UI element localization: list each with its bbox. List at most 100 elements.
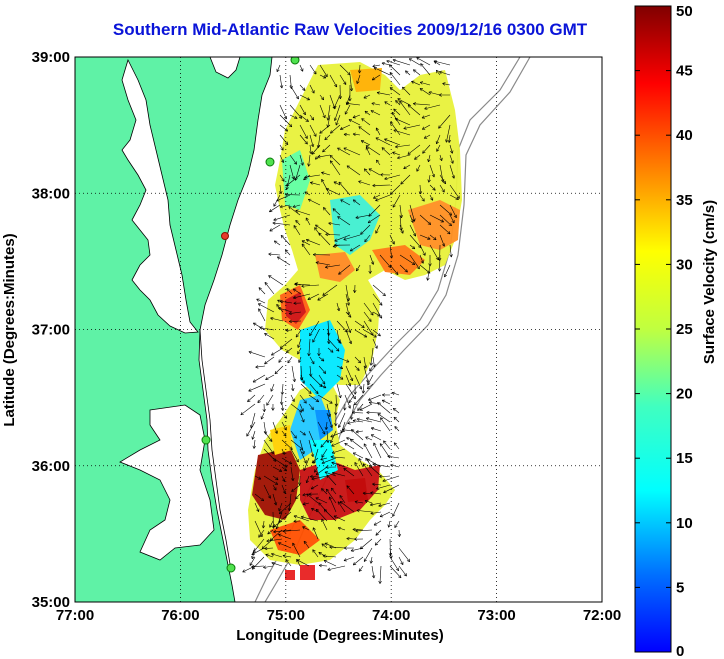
vector-head bbox=[299, 377, 302, 381]
velocity-vector bbox=[358, 180, 371, 186]
velocity-vector bbox=[289, 114, 298, 119]
radar-site bbox=[290, 57, 300, 65]
velocity-vector bbox=[270, 383, 275, 392]
velocity-vectors bbox=[240, 57, 460, 584]
vector-head bbox=[418, 246, 422, 249]
vector-head bbox=[352, 529, 356, 532]
velocity-vector bbox=[263, 448, 277, 462]
vector-head bbox=[255, 366, 259, 369]
velocity-vector bbox=[272, 484, 277, 491]
vector-head bbox=[292, 477, 295, 481]
velocity-vector bbox=[325, 264, 341, 268]
velocity-vector bbox=[352, 114, 361, 118]
velocity-vector bbox=[362, 383, 365, 394]
vector-head bbox=[248, 350, 252, 352]
vector-head bbox=[399, 227, 402, 231]
vector-head bbox=[376, 91, 380, 93]
vector-head bbox=[439, 158, 442, 161]
vector-head bbox=[299, 482, 302, 486]
velocity-vector bbox=[362, 492, 373, 495]
velocity-vector bbox=[346, 485, 355, 495]
vector-head bbox=[381, 399, 385, 403]
velocity-vector bbox=[363, 443, 373, 459]
vector-head bbox=[275, 502, 278, 506]
vector-head bbox=[330, 130, 332, 134]
vector-head bbox=[310, 144, 314, 148]
vector-head bbox=[292, 387, 295, 392]
vector-head bbox=[373, 442, 377, 445]
velocity-vector bbox=[268, 253, 281, 256]
vector-head bbox=[332, 208, 335, 212]
velocity-vector bbox=[250, 412, 256, 429]
velocity-vector bbox=[307, 293, 320, 300]
velocity-vector bbox=[371, 102, 381, 106]
vector-head bbox=[369, 270, 372, 274]
velocity-vector bbox=[278, 534, 292, 540]
vector-head bbox=[401, 214, 403, 218]
vector-head bbox=[295, 178, 298, 181]
vector-head bbox=[427, 277, 430, 281]
vector-head bbox=[282, 479, 285, 482]
velocity-vector bbox=[399, 224, 404, 234]
vector-head bbox=[290, 123, 293, 127]
velocity-vector bbox=[429, 194, 434, 201]
velocity-vector bbox=[285, 249, 291, 256]
vector-head bbox=[348, 71, 351, 75]
vector-head bbox=[352, 115, 356, 118]
vector-head bbox=[288, 313, 292, 316]
velocity-vector bbox=[327, 104, 331, 121]
velocity-vector bbox=[390, 464, 400, 468]
map-title: Southern Mid-Atlantic Raw Velocities 200… bbox=[112, 20, 588, 39]
velocity-vector bbox=[319, 74, 327, 79]
velocity-vector bbox=[359, 64, 361, 74]
vector-head bbox=[317, 156, 321, 159]
vector-head bbox=[311, 508, 314, 512]
velocity-vector bbox=[323, 207, 331, 216]
vector-head bbox=[317, 155, 321, 158]
vector-head bbox=[321, 518, 325, 521]
vector-head bbox=[313, 134, 317, 137]
vector-head bbox=[331, 487, 335, 490]
velocity-vector bbox=[372, 338, 378, 349]
vector-head bbox=[379, 316, 382, 319]
x-tick-label: 74:00 bbox=[372, 607, 410, 624]
vector-head bbox=[421, 199, 425, 202]
velocity-vector bbox=[360, 140, 371, 146]
vector-head bbox=[357, 407, 359, 411]
vector-head bbox=[340, 394, 342, 399]
velocity-vector bbox=[273, 214, 291, 221]
velocity-vector bbox=[279, 174, 285, 182]
vector-head bbox=[357, 70, 360, 74]
grid-lines bbox=[75, 57, 602, 602]
vector-head bbox=[309, 334, 313, 337]
vector-head bbox=[285, 415, 288, 419]
velocity-vector bbox=[267, 529, 274, 535]
velocity-vector bbox=[311, 144, 321, 155]
velocity-vector bbox=[299, 64, 304, 72]
velocity-vector bbox=[424, 104, 441, 110]
vector-head bbox=[253, 445, 256, 449]
velocity-vector bbox=[340, 124, 351, 130]
vector-head bbox=[370, 513, 374, 515]
vector-head bbox=[427, 223, 431, 225]
vector-head bbox=[354, 500, 358, 502]
velocity-vector bbox=[370, 492, 382, 495]
vector-head bbox=[266, 403, 270, 406]
vector-head bbox=[279, 299, 283, 302]
velocity-vector bbox=[297, 338, 302, 348]
vector-head bbox=[266, 539, 270, 542]
vector-head bbox=[269, 209, 272, 212]
vector-head bbox=[403, 166, 406, 169]
velocity-vector bbox=[302, 526, 310, 531]
velocity-vector bbox=[373, 67, 391, 76]
vector-head bbox=[278, 307, 282, 309]
vector-head bbox=[321, 488, 323, 492]
vector-head bbox=[389, 64, 393, 66]
vector-head bbox=[375, 231, 379, 234]
vector-head bbox=[362, 492, 366, 496]
vector-head bbox=[406, 269, 408, 273]
vector-head bbox=[366, 385, 369, 389]
vector-head bbox=[293, 225, 297, 228]
vector-head bbox=[251, 552, 254, 555]
vector-head bbox=[250, 424, 252, 429]
